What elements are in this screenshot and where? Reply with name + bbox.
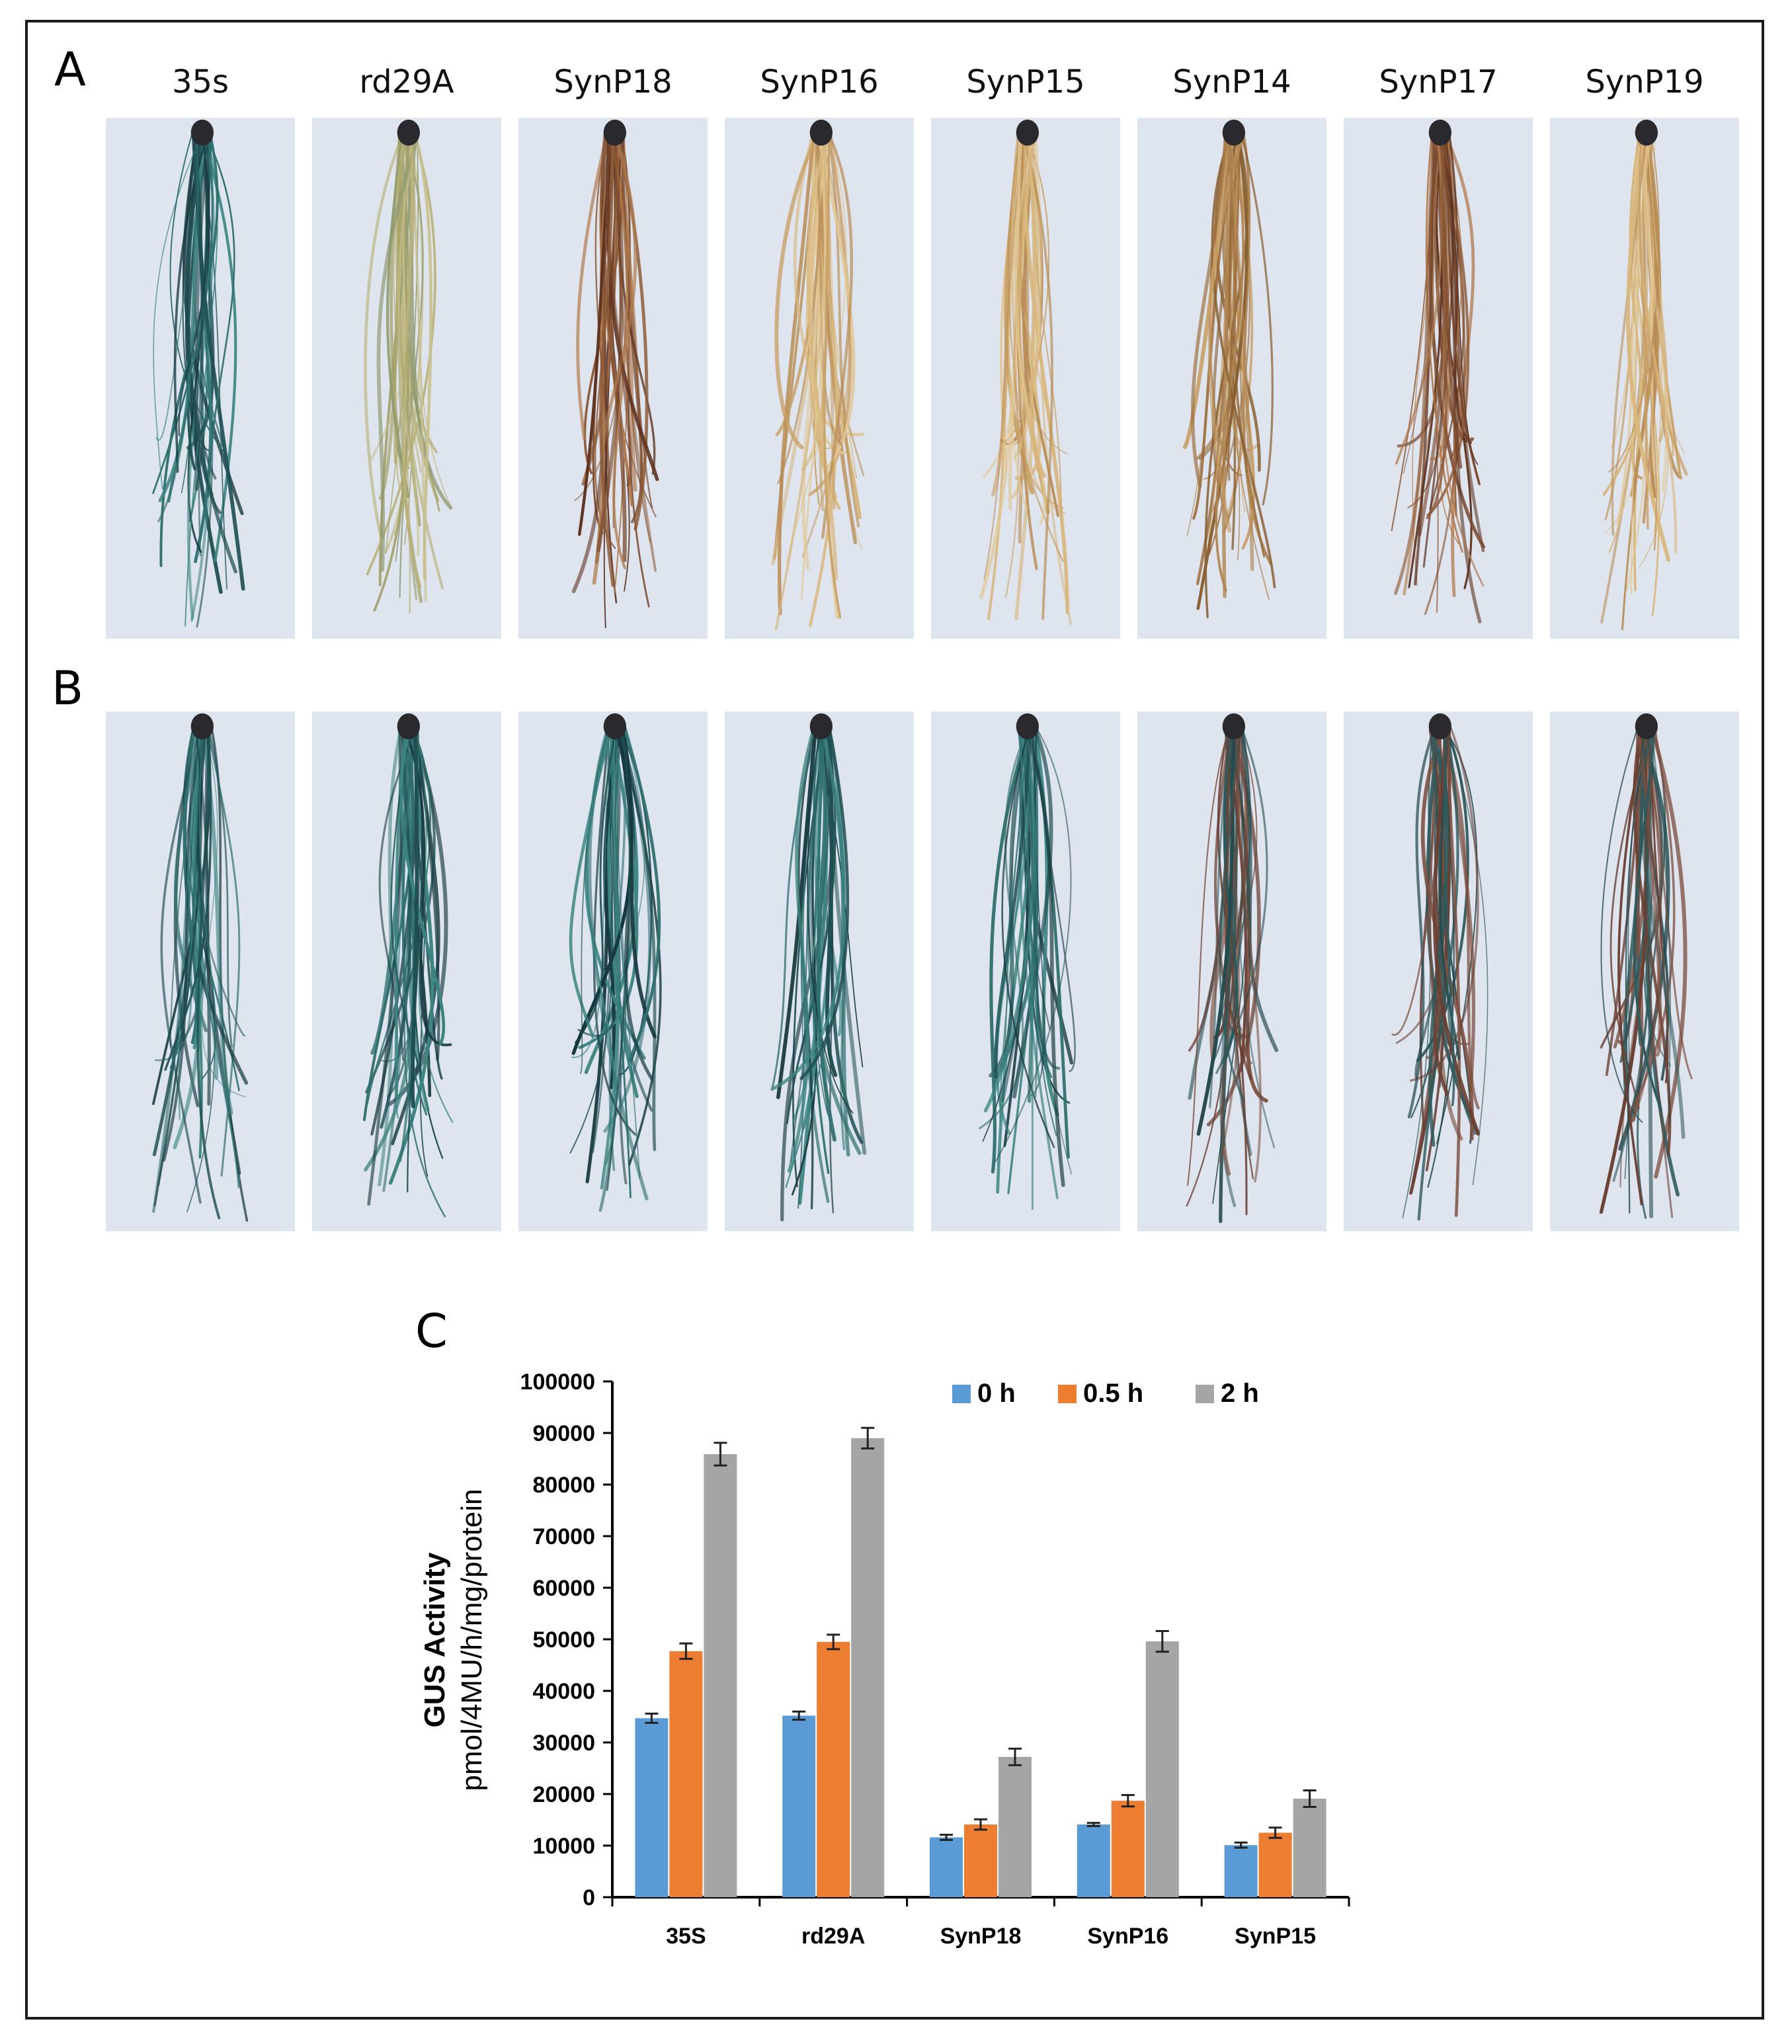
root-photo-b: rd29A — [312, 712, 501, 1231]
bar — [1293, 1799, 1326, 1897]
root-photo-a: SynP15 — [931, 118, 1120, 639]
column-label: SynP18 — [553, 63, 672, 101]
bar — [704, 1453, 737, 1897]
root-photo-a: SynP17 — [1344, 118, 1533, 639]
root-photo-b: SynP17 — [1344, 712, 1533, 1231]
root-photo-b: SynP16 — [725, 712, 914, 1231]
legend-swatch — [952, 1385, 971, 1403]
x-tick-label: SynP15 — [1235, 1924, 1316, 1949]
y-axis-title: GUS Activity — [419, 1552, 451, 1727]
bar — [1224, 1845, 1258, 1897]
y-tick-label: 80000 — [532, 1473, 595, 1498]
bar — [782, 1715, 816, 1897]
y-tick-label: 100000 — [520, 1369, 595, 1395]
column-label: SynP15 — [966, 63, 1085, 101]
bar — [1145, 1641, 1179, 1897]
root-photo-b: SynP19 — [1550, 712, 1739, 1231]
root-photo-a: 35s — [106, 118, 295, 639]
root-photo-b: SynP18 — [518, 712, 708, 1231]
column-label: SynP14 — [1172, 63, 1291, 101]
y-tick-label: 90000 — [532, 1421, 595, 1446]
root-photo-a: rd29A — [312, 118, 501, 639]
column-label: SynP19 — [1585, 63, 1704, 101]
bar — [1258, 1832, 1292, 1897]
y-axis-subtitle: pmol/4MU/h/mg/protein — [456, 1489, 488, 1791]
y-tick-label: 30000 — [532, 1731, 595, 1756]
root-photo-b: 35s — [106, 712, 295, 1231]
figure-frame — [25, 20, 1764, 2020]
legend-swatch — [1196, 1385, 1214, 1403]
y-tick-label: 50000 — [532, 1627, 595, 1653]
legend-label: 2 h — [1221, 1379, 1259, 1408]
bar — [851, 1438, 885, 1897]
y-tick-label: 40000 — [532, 1679, 595, 1704]
root-photo-a: SynP19 — [1550, 118, 1739, 639]
legend-label: 0 h — [977, 1379, 1016, 1408]
column-label: 35s — [171, 63, 229, 101]
y-tick-label: 0 — [583, 1885, 595, 1910]
y-tick-label: 60000 — [532, 1576, 595, 1601]
panel-label-b: B — [52, 661, 84, 715]
bar — [998, 1756, 1032, 1897]
bar — [1077, 1824, 1110, 1897]
x-tick-label: SynP18 — [940, 1924, 1022, 1949]
x-tick-label: rd29A — [801, 1924, 865, 1949]
bar — [669, 1651, 703, 1897]
panel-label-c: C — [415, 1304, 448, 1358]
y-tick-label: 20000 — [532, 1782, 595, 1807]
column-label: rd29A — [359, 63, 454, 101]
y-tick-label: 70000 — [532, 1524, 595, 1549]
root-photo-a: SynP18 — [518, 118, 708, 639]
column-label: SynP17 — [1379, 63, 1498, 101]
root-photo-b: SynP15 — [931, 712, 1120, 1231]
y-tick-label: 10000 — [532, 1834, 595, 1859]
bar — [635, 1718, 669, 1897]
panel-label-a: A — [54, 42, 86, 97]
x-tick-label: SynP16 — [1087, 1924, 1168, 1949]
root-photo-b: SynP14 — [1137, 712, 1326, 1231]
bar — [1111, 1801, 1145, 1897]
legend-label: 0.5 h — [1083, 1379, 1143, 1408]
root-photo-a: SynP16 — [725, 118, 914, 639]
bar — [817, 1641, 850, 1897]
bar — [930, 1837, 963, 1897]
bar — [964, 1824, 997, 1897]
legend-swatch — [1058, 1385, 1077, 1403]
x-tick-label: 35S — [666, 1924, 706, 1949]
root-photo-a: SynP14 — [1137, 118, 1326, 639]
column-label: SynP16 — [760, 63, 879, 101]
